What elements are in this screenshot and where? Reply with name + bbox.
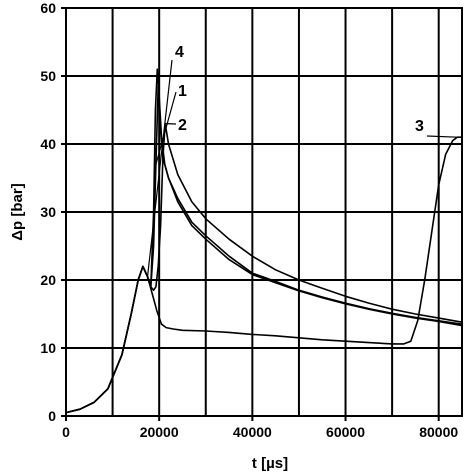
- y-tick-label: 0: [48, 408, 56, 424]
- x-tick-label: 60000: [326, 424, 365, 440]
- y-tick-label: 50: [40, 68, 56, 84]
- y-tick-label: 40: [40, 136, 56, 152]
- x-tick-label: 40000: [233, 424, 272, 440]
- x-axis-label: t [µs]: [252, 455, 288, 472]
- grid: [66, 7, 462, 416]
- x-tick-label: 0: [62, 424, 70, 440]
- x-tick-label: 20000: [140, 424, 179, 440]
- callout-leader-4: [146, 59, 173, 277]
- y-tick-label: 60: [40, 0, 56, 16]
- callout-label-3: 3: [415, 118, 424, 135]
- series-lines: [65, 68, 463, 414]
- callout-leader-3: [426, 135, 458, 138]
- series-line-4: [65, 68, 463, 414]
- callout-label-1: 1: [178, 83, 187, 100]
- series-line-3: [65, 136, 463, 414]
- y-tick-label: 20: [40, 272, 56, 288]
- axes: 0 20000 40000 60000 80000 0 10 20 30 40 50 60: [40, 0, 463, 440]
- series-line-1: [65, 85, 463, 414]
- y-tick-label: 30: [40, 204, 56, 220]
- callout-leader-1: [155, 91, 177, 165]
- callout-label-2: 2: [178, 117, 187, 134]
- series-callouts: 1 2 3 4: [146, 44, 458, 277]
- y-tick-label: 10: [40, 340, 56, 356]
- y-axis-label: Δp [bar]: [9, 183, 26, 240]
- x-tick-label: 80000: [419, 424, 458, 440]
- series-line-2: [65, 122, 463, 414]
- callout-label-4: 4: [175, 44, 184, 61]
